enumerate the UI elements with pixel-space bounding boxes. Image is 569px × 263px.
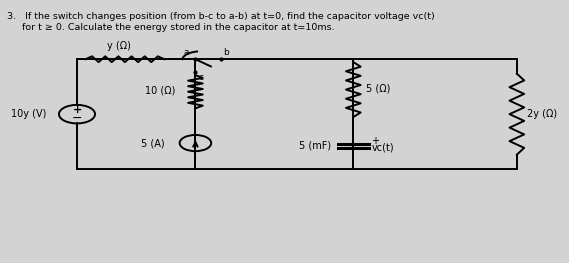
Text: b: b <box>223 48 229 57</box>
Text: 2y (Ω): 2y (Ω) <box>527 109 557 119</box>
Text: y (Ω): y (Ω) <box>108 41 131 51</box>
Text: +: + <box>72 105 81 115</box>
Text: 10 (Ω): 10 (Ω) <box>145 85 176 95</box>
Text: a: a <box>183 48 189 57</box>
Text: for t ≥ 0. Calculate the energy stored in the capacitor at t=10ms.: for t ≥ 0. Calculate the energy stored i… <box>6 23 334 32</box>
Text: 5 (Ω): 5 (Ω) <box>366 83 390 93</box>
Text: 3.   If the switch changes position (from b-c to a-b) at t=0, find the capacitor: 3. If the switch changes position (from … <box>6 12 434 21</box>
Text: 5 (mF): 5 (mF) <box>299 141 331 151</box>
Text: vᴄ(t): vᴄ(t) <box>372 142 394 152</box>
Text: −: − <box>72 112 83 125</box>
Text: c: c <box>199 73 204 82</box>
Text: 5 (A): 5 (A) <box>141 138 164 148</box>
Text: 10y (V): 10y (V) <box>11 109 46 119</box>
Text: +: + <box>372 136 380 146</box>
